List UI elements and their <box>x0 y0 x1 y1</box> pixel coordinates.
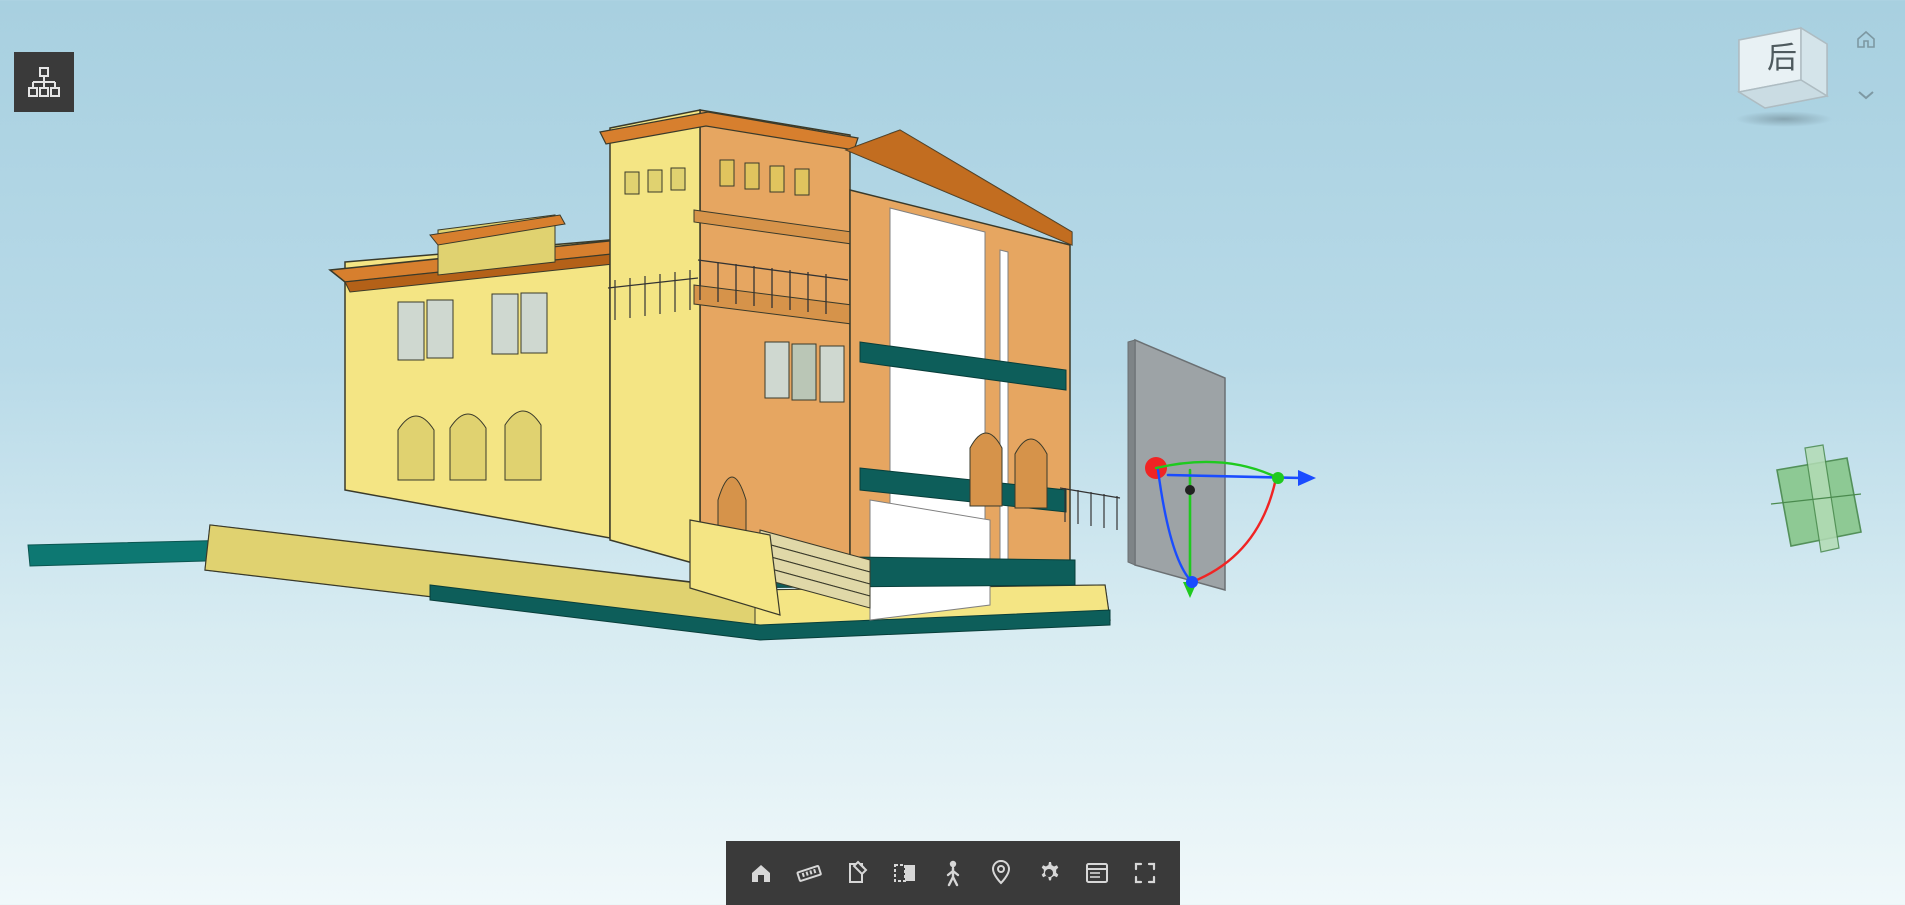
viewcube-menu-button[interactable] <box>1855 88 1877 102</box>
pencil-note-icon <box>844 860 870 886</box>
panel-icon <box>1084 861 1110 885</box>
viewcube[interactable]: 后 <box>1727 18 1837 113</box>
measure-button[interactable] <box>794 858 824 888</box>
home-icon <box>748 860 774 886</box>
properties-button[interactable] <box>1082 858 1112 888</box>
ruler-icon <box>795 860 823 886</box>
viewcube-face-label: 后 <box>1767 42 1797 75</box>
gear-icon <box>1036 860 1062 886</box>
expand-icon <box>1132 860 1158 886</box>
model-browser-button[interactable] <box>14 52 74 112</box>
viewcube-container: 后 <box>1727 18 1877 153</box>
home-button[interactable] <box>746 858 776 888</box>
bottom-toolbar <box>726 841 1180 905</box>
settings-button[interactable] <box>1034 858 1064 888</box>
person-icon <box>943 859 963 887</box>
fullscreen-button[interactable] <box>1130 858 1160 888</box>
viewport-3d <box>0 0 1905 905</box>
hierarchy-icon <box>26 64 62 100</box>
section-button[interactable] <box>890 858 920 888</box>
viewcube-shadow <box>1735 111 1833 127</box>
section-box-icon <box>891 860 919 886</box>
markup-button[interactable] <box>842 858 872 888</box>
viewcube-home-button[interactable] <box>1855 28 1877 50</box>
location-button[interactable] <box>986 858 1016 888</box>
pin-icon <box>989 859 1013 887</box>
home-icon <box>1855 28 1877 50</box>
chevron-down-icon <box>1855 88 1877 102</box>
section-plane-gizmo[interactable] <box>1757 440 1867 560</box>
walk-button[interactable] <box>938 858 968 888</box>
